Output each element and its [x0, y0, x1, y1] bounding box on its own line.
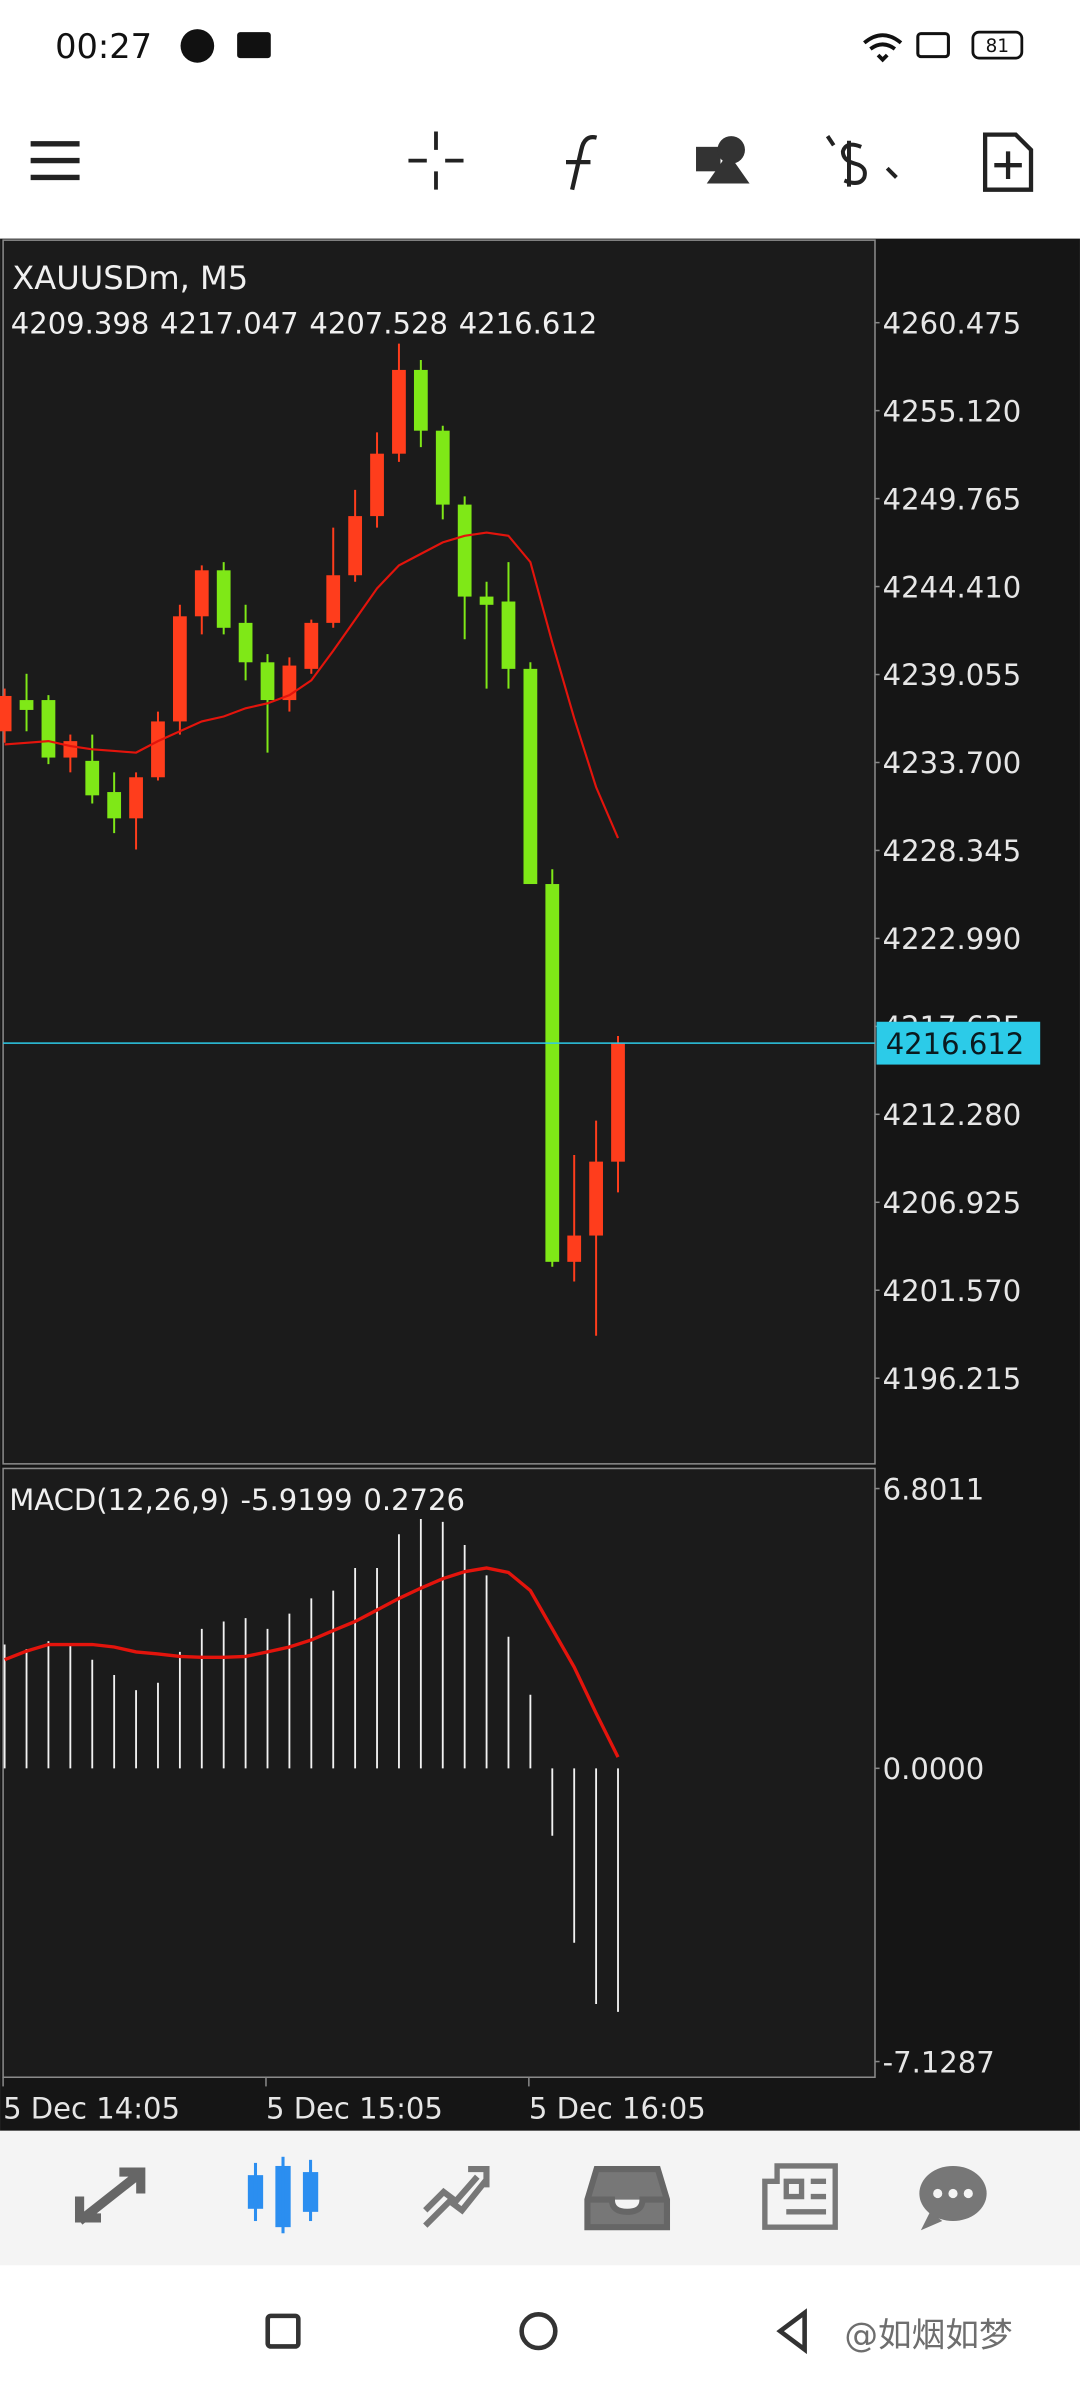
- candle-body: [0, 695, 12, 732]
- candle-body: [457, 504, 472, 597]
- status-icon: [237, 32, 271, 59]
- recents-button[interactable]: [265, 2313, 301, 2349]
- battery: [971, 30, 1024, 60]
- candle-body: [545, 884, 560, 1262]
- symbol-title: XAUUSDm, M5: [12, 259, 248, 297]
- plot: 4260.475 4255.120 4249.765 4244.410 4239.055…: [0, 306, 1041, 2126]
- candle-body: [238, 622, 253, 663]
- moving-average: [4, 531, 619, 839]
- x-tick-label: 5 Dec 16:05: [529, 2092, 706, 2126]
- bottom-nav: [0, 2130, 1080, 2266]
- y-tick-label: 4206.925: [883, 1186, 1022, 1220]
- x-tick-label: 5 Dec 14:05: [3, 2092, 180, 2126]
- candle-body: [523, 668, 538, 885]
- price-panel: [2, 239, 876, 1465]
- candle-body: [435, 430, 450, 505]
- y-tick-label: 0.0000: [883, 1752, 985, 1786]
- y-tick-label: 4244.410: [883, 570, 1022, 604]
- symbols-button[interactable]: [825, 135, 898, 187]
- y-tick-label: 4260.475: [883, 306, 1022, 340]
- clock: 00:27: [55, 27, 152, 66]
- candle-body: [479, 596, 494, 605]
- indicators-button[interactable]: [566, 135, 598, 191]
- ohlc-low: 4207.528: [309, 306, 448, 340]
- candle-body: [216, 570, 231, 628]
- menu-button[interactable]: [30, 141, 80, 181]
- macd-header: MACD(12,26,9) -5.9199 0.2726: [9, 1483, 465, 1517]
- candle-body: [107, 792, 122, 819]
- y-tick-label: 4212.280: [883, 1098, 1022, 1132]
- battery-level: 81: [986, 36, 1009, 57]
- candle-body: [19, 700, 34, 710]
- watermark: @如烟如梦: [844, 2315, 1012, 2354]
- signal-line: [4, 1566, 620, 1758]
- history-tab[interactable]: [584, 2165, 671, 2231]
- candle-body: [260, 662, 275, 701]
- y-tick-label: 4249.765: [883, 482, 1022, 516]
- last-price-label: 4216.612: [886, 1027, 1025, 1061]
- candle-body: [129, 777, 143, 819]
- candle-body: [370, 453, 384, 517]
- candle-body: [304, 622, 319, 669]
- y-tick-label: 6.8011: [883, 1472, 985, 1506]
- bottom-tabs: [74, 2156, 987, 2234]
- candle-body: [282, 665, 297, 701]
- y-tick-label: -7.1287: [883, 2045, 995, 2079]
- candle-body: [501, 601, 516, 669]
- status-icon: [180, 29, 215, 63]
- trade-tab[interactable]: [423, 2165, 490, 2228]
- candle-body: [567, 1235, 582, 1262]
- ohlc-high: 4217.047: [160, 306, 299, 340]
- crosshair-button[interactable]: [408, 131, 464, 190]
- objects-button[interactable]: [696, 136, 750, 184]
- y-tick-label: 4255.120: [883, 394, 1022, 428]
- candle-body: [194, 570, 209, 617]
- y-tick-label: 4239.055: [883, 658, 1022, 692]
- y-tick-label: 4222.990: [883, 922, 1022, 956]
- quotes-tab[interactable]: [74, 2167, 146, 2225]
- candle-body: [413, 369, 428, 431]
- system-nav: [0, 2265, 1080, 2400]
- wifi-icon: [863, 33, 903, 63]
- candle-body: [589, 1161, 603, 1236]
- status-icon: [916, 32, 950, 59]
- candle-body: [611, 1043, 625, 1162]
- y-tick-label: 4196.215: [883, 1362, 1022, 1396]
- back-button[interactable]: [776, 2308, 807, 2355]
- last-price-box: [876, 1021, 1041, 1065]
- chart-tab[interactable]: [247, 2156, 319, 2234]
- home-button[interactable]: [519, 2312, 558, 2351]
- candle-body: [41, 700, 56, 758]
- candle-body: [392, 369, 406, 454]
- macd-main: -5.9199: [241, 1483, 353, 1517]
- macd-panel: [2, 1467, 876, 2079]
- y-tick-label: 4233.700: [883, 746, 1022, 780]
- candle-body: [172, 616, 187, 722]
- new-order-button[interactable]: [982, 132, 1034, 192]
- ohlc-close: 4216.612: [459, 306, 598, 340]
- toolbar: [30, 131, 1034, 192]
- y-tick-label: 4201.570: [883, 1274, 1022, 1308]
- candle-body: [85, 760, 100, 796]
- news-tab[interactable]: [762, 2163, 838, 2230]
- ohlc-open: 4209.398: [11, 306, 150, 340]
- macd-signal: 0.2726: [363, 1483, 465, 1517]
- candle-body: [63, 741, 78, 758]
- candle-body: [151, 721, 165, 778]
- candle-body: [326, 575, 341, 623]
- x-tick-label: 5 Dec 15:05: [266, 2092, 443, 2126]
- candle-body: [348, 516, 363, 576]
- ohlc-header: 4209.398 4217.047 4207.528 4216.612: [11, 306, 598, 340]
- messages-tab[interactable]: [919, 2165, 987, 2231]
- y-tick-label: 4228.345: [883, 834, 1022, 868]
- macd-title: MACD(12,26,9): [9, 1483, 230, 1517]
